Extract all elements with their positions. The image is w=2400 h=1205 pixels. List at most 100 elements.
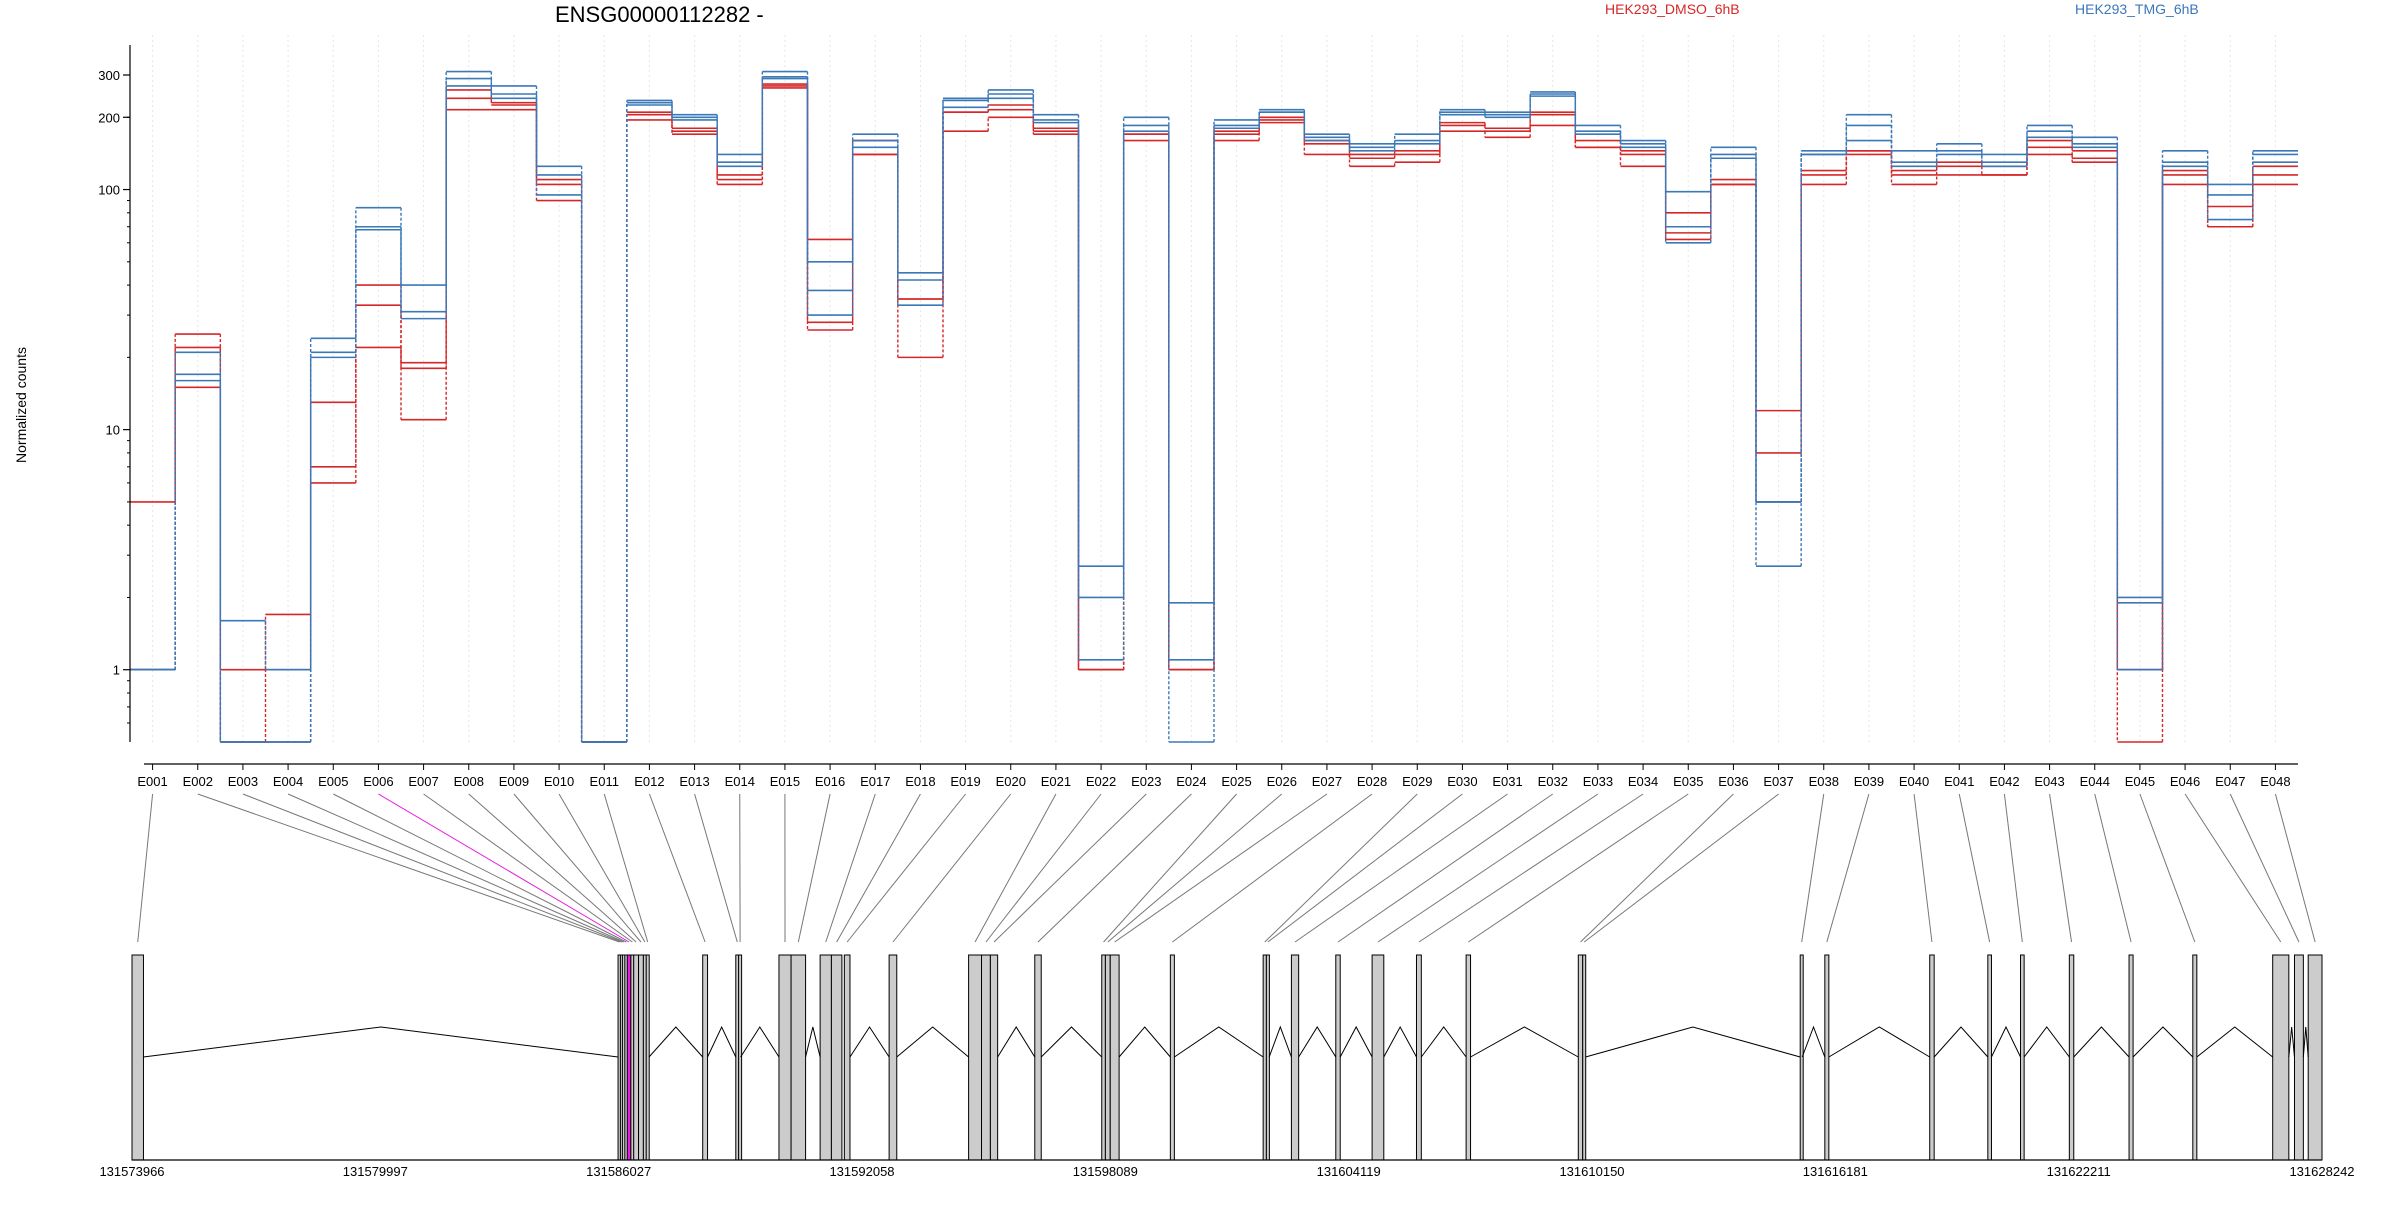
- x-tick-label: E010: [544, 774, 574, 789]
- exon-connector: [1584, 794, 1778, 942]
- intron-line: [2024, 1027, 2069, 1057]
- x-tick-label: E028: [1357, 774, 1387, 789]
- exon-connector: [2140, 794, 2195, 942]
- exon-connector: [288, 794, 624, 942]
- intron-line: [1119, 1027, 1170, 1057]
- exon-box: [844, 955, 850, 1160]
- genomic-tick-label: 131628242: [2289, 1164, 2354, 1179]
- exon-box: [1102, 955, 1106, 1160]
- exon-connector: [847, 794, 965, 942]
- exon-connector: [826, 794, 875, 942]
- x-tick-label: E026: [1267, 774, 1297, 789]
- exon-box: [2129, 955, 2133, 1160]
- intron-line: [1991, 1027, 2020, 1057]
- exon-box: [1035, 955, 1041, 1160]
- exon-box: [2308, 955, 2322, 1160]
- legend-dmso: HEK293_DMSO_6hB: [1605, 1, 1740, 17]
- exon-box: [1336, 955, 1340, 1160]
- x-tick-label: E008: [454, 774, 484, 789]
- exon-connector: [1378, 794, 1598, 942]
- x-tick-label: E018: [905, 774, 935, 789]
- x-tick-label: E034: [1628, 774, 1658, 789]
- intron-line: [708, 1027, 736, 1057]
- exon-connector: [837, 794, 921, 942]
- x-tick-label: E022: [1086, 774, 1116, 789]
- exon-connector: [2230, 794, 2299, 942]
- intron-line: [2133, 1027, 2193, 1057]
- intron-line: [1269, 1027, 1291, 1057]
- exon-box: [739, 955, 742, 1160]
- genomic-tick-label: 131573966: [99, 1164, 164, 1179]
- intron-line: [649, 1027, 703, 1057]
- exon-box: [1416, 955, 1421, 1160]
- intron-line: [1421, 1027, 1466, 1057]
- x-tick-label: E011: [590, 774, 619, 789]
- intron-line: [1586, 1027, 1801, 1057]
- genomic-tick-label: 131592058: [829, 1164, 894, 1179]
- exon-box: [627, 955, 631, 1160]
- intron-line: [1384, 1027, 1417, 1057]
- exon-connector: [1295, 794, 1508, 942]
- exon-box: [982, 955, 991, 1160]
- intron-line: [1299, 1027, 1336, 1057]
- intron-line: [143, 1027, 618, 1057]
- exon-box: [1930, 955, 1934, 1160]
- series-layer: [130, 72, 2298, 742]
- exon-box: [1170, 955, 1174, 1160]
- x-tick-label: E032: [1538, 774, 1568, 789]
- exon-box: [1105, 955, 1110, 1160]
- intron-line: [1340, 1027, 1372, 1057]
- exon-box: [646, 955, 649, 1160]
- exon-connector: [378, 794, 629, 942]
- x-tick-label: E031: [1492, 774, 1522, 789]
- intron-line: [850, 1027, 889, 1057]
- x-tick-label: E009: [499, 774, 529, 789]
- exon-connector: [1338, 794, 1553, 942]
- x-tick-label: E042: [1989, 774, 2019, 789]
- exon-connector: [198, 794, 620, 942]
- intron-line: [1802, 1027, 1825, 1057]
- x-tick-label: E033: [1583, 774, 1613, 789]
- exon-connector: [1265, 794, 1417, 942]
- y-tick-label: 100: [98, 183, 120, 198]
- x-tick-label: E043: [2034, 774, 2064, 789]
- exon-box: [889, 955, 897, 1160]
- x-tick-label: E036: [1718, 774, 1748, 789]
- genomic-tick-label: 131586027: [586, 1164, 651, 1179]
- x-tick-label: E027: [1312, 774, 1342, 789]
- intron-line: [1934, 1027, 1988, 1057]
- exon-connector: [649, 794, 705, 942]
- x-tick-label: E037: [1763, 774, 1793, 789]
- x-tick-label: E015: [770, 774, 800, 789]
- exon-box: [820, 955, 831, 1160]
- exon-connector: [1419, 794, 1643, 942]
- exon-connector: [2185, 794, 2281, 942]
- exon-box: [1291, 955, 1298, 1160]
- intron-line: [998, 1027, 1035, 1057]
- x-tick-label: E017: [860, 774, 890, 789]
- x-tick-label: E006: [363, 774, 393, 789]
- exon-connector: [2050, 794, 2072, 942]
- x-tick-label: E019: [950, 774, 980, 789]
- x-tick-label: E014: [725, 774, 755, 789]
- x-tick-label: E005: [318, 774, 348, 789]
- exon-connector: [1038, 794, 1191, 942]
- x-tick-label: E016: [815, 774, 845, 789]
- exon-connector: [2095, 794, 2131, 942]
- exon-connector: [333, 794, 626, 942]
- x-tick-label: E024: [1176, 774, 1206, 789]
- x-tick-label: E012: [634, 774, 664, 789]
- y-tick-label: 300: [98, 68, 120, 83]
- x-tick-label: E003: [228, 774, 258, 789]
- exon-box: [132, 955, 143, 1160]
- intron-line: [1174, 1027, 1263, 1057]
- y-tick-label: 1: [113, 663, 120, 678]
- exon-box: [2069, 955, 2073, 1160]
- x-tick-label: E044: [2080, 774, 2110, 789]
- exon-box: [791, 955, 806, 1160]
- exon-box: [2273, 955, 2289, 1160]
- intron-line: [1041, 1027, 1102, 1057]
